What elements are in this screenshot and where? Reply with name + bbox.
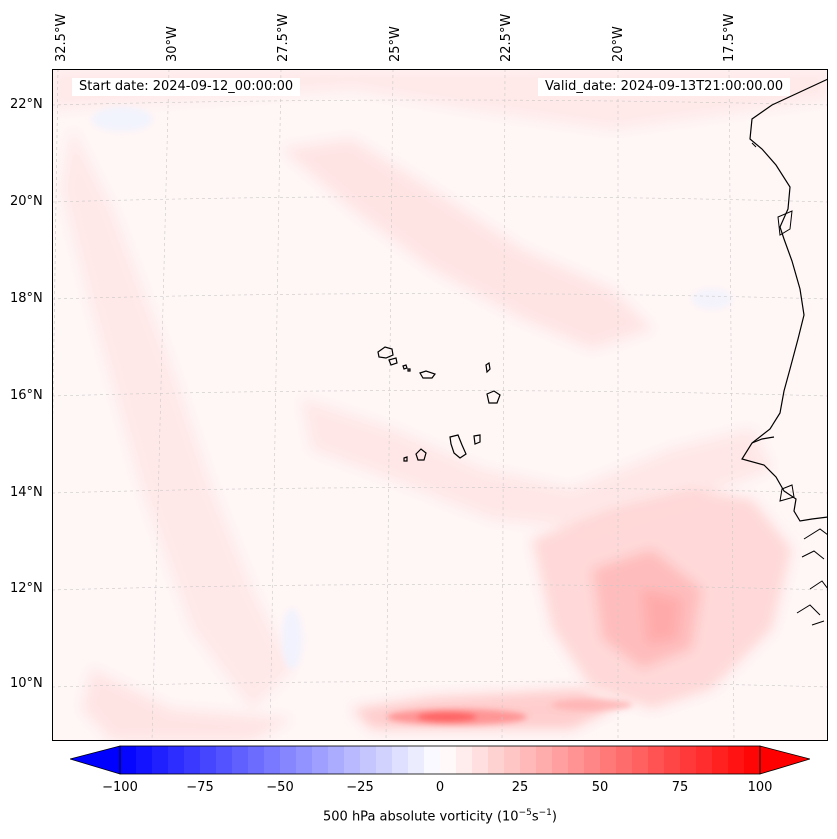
colorbar-cell (328, 746, 345, 774)
lon-label: 17.5°W (722, 13, 737, 62)
colorbar-title: 500 hPa absolute vorticity (10−5s−1) (0, 808, 837, 824)
coastline-details (751, 142, 793, 236)
lat-label: 18°N (10, 291, 43, 306)
vorticity-core (92, 107, 732, 725)
cabo-verde-islands (377, 346, 501, 462)
colorbar-cell (344, 746, 361, 774)
colorbar-max-extend (759, 745, 812, 775)
colorbar-tick: −75 (186, 780, 214, 795)
colorbar-title-close: ) (551, 809, 557, 825)
colorbar-title-exp1: −5 (518, 808, 532, 818)
colorbar-cell (648, 746, 665, 774)
lon-label: 30°W (165, 26, 180, 62)
colorbar-tick: 50 (591, 780, 609, 795)
colorbar-cell (728, 746, 745, 774)
colorbar-tick: −25 (346, 780, 374, 795)
colorbar-cell (296, 746, 313, 774)
colorbar-tick: 100 (747, 780, 773, 795)
colorbar-svg (68, 745, 812, 775)
colorbar-cell (408, 746, 425, 774)
colorbar-cell (696, 746, 713, 774)
colorbar-cell (632, 746, 649, 774)
lat-label: 20°N (10, 194, 43, 209)
colorbar-cell (168, 746, 185, 774)
colorbar-cell (600, 746, 617, 774)
colorbar-tick: −100 (102, 780, 138, 795)
lon-label: 27.5°W (276, 13, 291, 62)
colorbar-cell (440, 746, 457, 774)
colorbar-cell (664, 746, 681, 774)
colorbar-cell (216, 746, 233, 774)
coastline-inlet (779, 484, 795, 502)
lat-label: 12°N (10, 581, 43, 596)
colorbar-min-extend (68, 745, 121, 775)
colorbar-cell (232, 746, 249, 774)
coastline-bijagos (796, 528, 828, 626)
colorbar-tick: −50 (266, 780, 294, 795)
coastline-cape (751, 436, 775, 444)
colorbar-cell (312, 746, 329, 774)
start-date-label: Start date: 2024-09-12_00:00:00 (72, 78, 301, 96)
lon-label: 25°W (388, 26, 403, 62)
colorbar-cell (712, 746, 729, 774)
colorbar-cell (136, 746, 153, 774)
colorbar-cell (568, 746, 585, 774)
map-canvas (52, 69, 828, 741)
colorbar-cell (616, 746, 633, 774)
colorbar-title-text: 500 hPa absolute vorticity (10 (323, 809, 519, 825)
colorbar-cell (504, 746, 521, 774)
colorbar-cell (360, 746, 377, 774)
colorbar-cell (120, 746, 137, 774)
colorbar-cell (376, 746, 393, 774)
lon-label: 32.5°W (54, 13, 69, 62)
lat-label: 16°N (10, 388, 43, 403)
colorbar-title-exp2: −1 (538, 808, 552, 818)
colorbar-cell (200, 746, 217, 774)
colorbar-cell (264, 746, 281, 774)
colorbar-tick: 0 (435, 780, 445, 795)
graticule (52, 69, 828, 741)
colorbar-cell (152, 746, 169, 774)
colorbar-tick: 25 (511, 780, 529, 795)
coastline (741, 69, 828, 522)
colorbar-tick: 75 (671, 780, 689, 795)
colorbar-cell (280, 746, 297, 774)
colorbar-cell (536, 746, 553, 774)
colorbar (68, 745, 812, 775)
lon-label: 20°W (611, 26, 626, 62)
colorbar-cell (248, 746, 265, 774)
valid-date-label: Valid_date: 2024-09-13T21:00:00.00 (538, 78, 791, 96)
colorbar-cell (392, 746, 409, 774)
map-panel (52, 69, 828, 741)
colorbar-cell (552, 746, 569, 774)
colorbar-title-unit: s (531, 809, 539, 825)
colorbar-cell (424, 746, 441, 774)
colorbar-frame (119, 745, 761, 775)
colorbar-cell (584, 746, 601, 774)
colorbar-cell (520, 746, 537, 774)
lat-label: 10°N (10, 676, 43, 691)
lon-label: 22.5°W (499, 13, 514, 62)
lat-label: 22°N (10, 97, 43, 112)
lat-label: 14°N (10, 485, 43, 500)
colorbar-cell (184, 746, 201, 774)
colorbar-cell (472, 746, 489, 774)
colorbar-cell (744, 746, 761, 774)
map-frame (52, 69, 828, 741)
colorbar-cell (488, 746, 505, 774)
colorbar-cell (680, 746, 697, 774)
colorbar-cell (456, 746, 473, 774)
